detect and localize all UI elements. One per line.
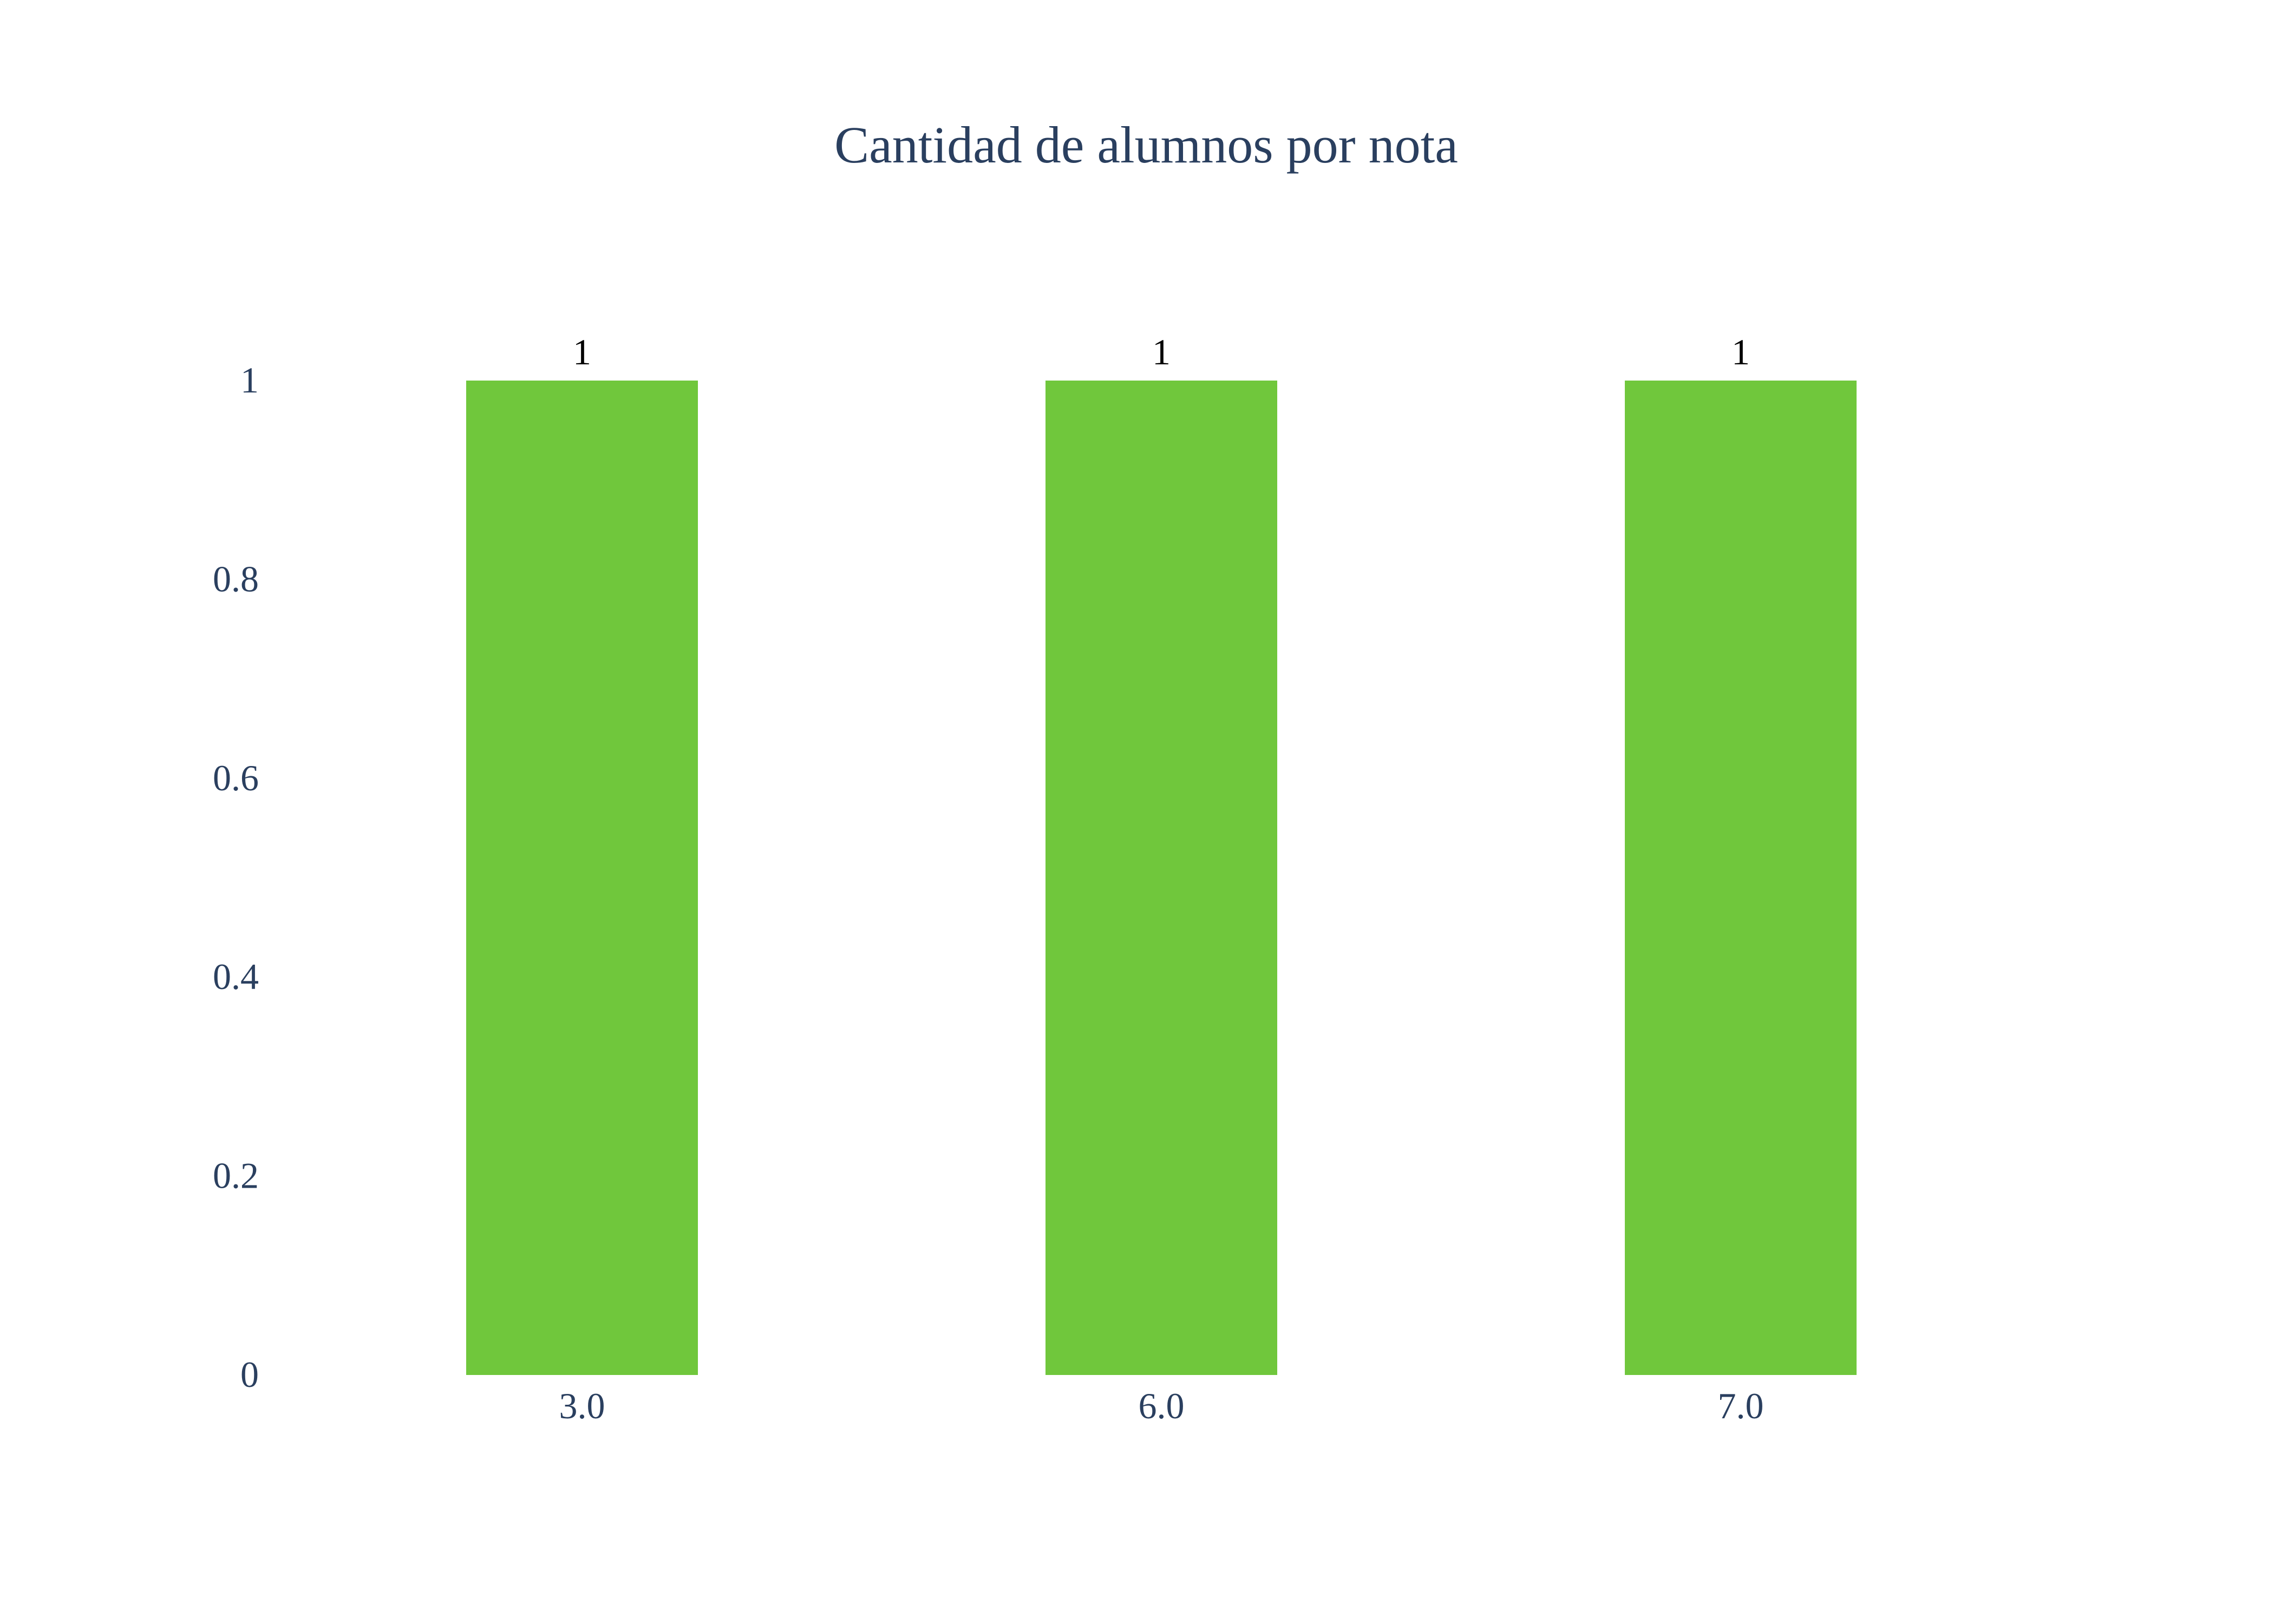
- y-tick-label: 0: [240, 1354, 259, 1395]
- chart-title: Cantidad de alumnos por nota: [834, 116, 1458, 174]
- x-tick-label: 3.0: [559, 1385, 605, 1426]
- bar[interactable]: [1625, 381, 1857, 1375]
- y-axis: 0 0.2 0.4 0.6 0.8 1: [213, 359, 259, 1395]
- y-tick-label: 0.8: [213, 558, 259, 599]
- bar-value-label: 1: [1152, 331, 1171, 372]
- bar-value-label: 1: [1731, 331, 1750, 372]
- y-tick-label: 1: [240, 359, 259, 401]
- x-axis: 3.0 6.0 7.0: [559, 1385, 1764, 1426]
- bars: [466, 381, 1857, 1375]
- y-tick-label: 0.6: [213, 757, 259, 798]
- data-labels: 1 1 1: [573, 331, 1750, 372]
- bar[interactable]: [1045, 381, 1277, 1375]
- y-tick-label: 0.4: [213, 956, 259, 997]
- x-tick-label: 6.0: [1139, 1385, 1185, 1426]
- bar[interactable]: [466, 381, 698, 1375]
- y-tick-label: 0.2: [213, 1155, 259, 1196]
- bar-value-label: 1: [573, 331, 591, 372]
- x-tick-label: 7.0: [1718, 1385, 1764, 1426]
